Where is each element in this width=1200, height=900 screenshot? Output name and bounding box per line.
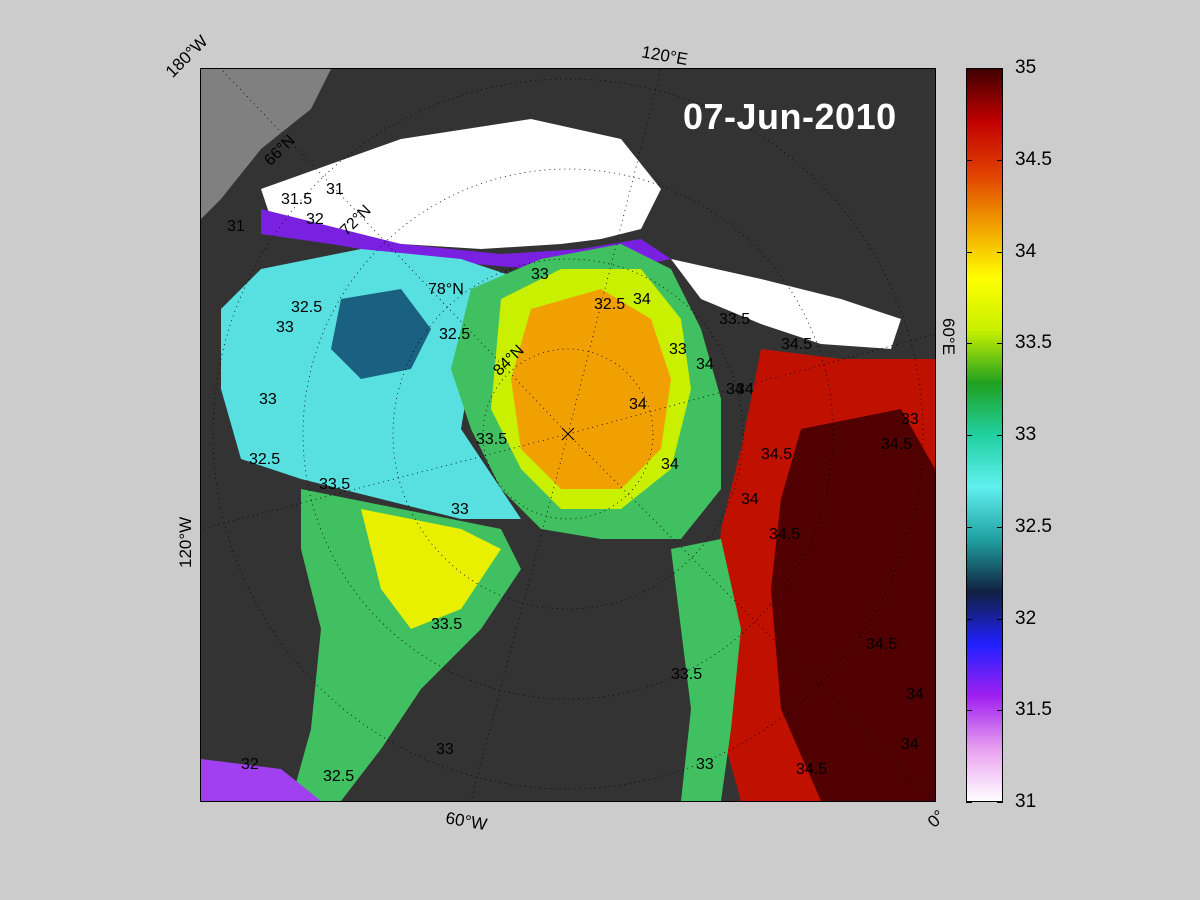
contour-label: 33.5 <box>719 311 750 328</box>
contour-label: 33 <box>436 741 454 758</box>
contour-label: 34 <box>901 736 919 753</box>
lon-label-120e: 120°E <box>640 42 690 70</box>
colorbar-tick-mark <box>966 618 972 620</box>
archipelago-land <box>201 489 311 769</box>
purple-coast-bottom-left <box>201 759 321 801</box>
colorbar-tick-label: 32.5 <box>1015 515 1052 537</box>
contour-label: 33 <box>669 341 687 358</box>
colorbar-tick-label: 31.5 <box>1015 699 1052 721</box>
contour-label: 34 <box>906 686 924 703</box>
contour-label: 33 <box>276 319 294 336</box>
contour-label: 31.5 <box>281 191 312 208</box>
contour-labels: 31.5 31 32 31 32.5 33 32.5 33 78°N 32.5 … <box>227 181 924 785</box>
contour-label: 34 <box>696 356 714 373</box>
contour-label: 34.5 <box>769 526 800 543</box>
contour-label: 32 <box>241 756 259 773</box>
contour-label: 34.5 <box>866 636 897 653</box>
colorbar-tick-label: 33 <box>1015 424 1037 445</box>
contour-label: 31 <box>227 218 245 235</box>
contour-label: 34 <box>741 491 759 508</box>
land-greenland <box>491 549 701 801</box>
contour-label: 33.5 <box>671 666 702 683</box>
contour-label: 34 <box>629 396 647 413</box>
colorbar-tick-label: 35 <box>1015 57 1037 78</box>
date-label: 07-Jun-2010 <box>683 96 897 137</box>
lon-label-0: 0° <box>923 806 949 832</box>
colorbar-tick-label: 31 <box>1015 791 1037 812</box>
colorbar-tick-mark <box>966 802 972 803</box>
colorbar-tick-label: 34 <box>1015 240 1037 262</box>
contour-label: 34.5 <box>796 761 827 778</box>
central-orange <box>511 289 671 489</box>
colorbar-tick-mark <box>997 618 1003 620</box>
contour-label: 33.5 <box>319 476 350 493</box>
contour-label: 33.5 <box>431 616 462 633</box>
contour-label: 33 <box>531 266 549 283</box>
contour-label: 33 <box>901 411 919 428</box>
contour-label: 31 <box>326 181 344 198</box>
salinity-map: 31.5 31 32 31 32.5 33 32.5 33 78°N 32.5 … <box>200 68 936 802</box>
contour-label: 34 <box>736 381 754 398</box>
contour-label: 32 <box>306 211 324 228</box>
colorbar-tick-mark <box>966 251 972 253</box>
contour-label: 33.5 <box>476 431 507 448</box>
graticule <box>201 69 935 801</box>
contour-label: 32.5 <box>249 451 280 468</box>
colorbar-tick-mark <box>997 68 1003 69</box>
lon-label-120w: 120°W <box>176 516 195 568</box>
colorbar-tick-mark <box>966 68 972 69</box>
contour-label: 33 <box>696 756 714 773</box>
beaufort-gyre-core <box>331 289 431 379</box>
contour-label: 34 <box>726 381 744 398</box>
contour-label: 78°N <box>428 281 464 298</box>
map-canvas: 31.5 31 32 31 32.5 33 32.5 33 78°N 32.5 … <box>201 69 935 801</box>
contour-label: 32.5 <box>594 296 625 313</box>
contour-label: 33 <box>259 391 277 408</box>
contour-label: 32.5 <box>439 326 470 343</box>
archipelago-yellow <box>361 509 501 629</box>
colorbar-tick-mark <box>966 435 972 436</box>
contour-label: 34.5 <box>881 436 912 453</box>
colorbar-tick-mark <box>997 802 1003 803</box>
contour-label: 34.5 <box>781 336 812 353</box>
colorbar-tick-label: 32 <box>1015 607 1037 629</box>
colorbar-tick-mark <box>997 251 1003 253</box>
contour-label: 32.5 <box>323 768 354 785</box>
contour-label: 34 <box>633 291 651 308</box>
lon-label-60w: 60°W <box>444 808 489 835</box>
contour-label: 33 <box>451 501 469 518</box>
colorbar-tick-mark <box>997 710 1003 712</box>
colorbar-tick-mark <box>966 710 972 712</box>
colorbar-tick-mark <box>966 159 972 161</box>
colorbar-tick-label: 33.5 <box>1015 332 1052 354</box>
colorbar-tick-label: 34.5 <box>1015 148 1052 170</box>
sea-ice-region-east <box>671 259 901 349</box>
colorbar-tick-mark <box>997 526 1003 528</box>
colorbar-tick-mark <box>966 343 972 345</box>
colorbar-tick-mark <box>997 343 1003 345</box>
colorbar-tick-mark <box>966 526 972 528</box>
norwegian-sea-core <box>771 409 935 801</box>
lon-label-60e: 60°E <box>939 318 958 356</box>
contour-label: 34 <box>661 456 679 473</box>
land-greenland-region <box>201 69 331 219</box>
colorbar-tick-mark <box>997 435 1003 436</box>
east-greenland-current <box>671 539 741 801</box>
colorbar-tick-mark <box>997 159 1003 161</box>
canada-basin <box>221 249 521 519</box>
contour-label: 32.5 <box>291 299 322 316</box>
contour-label: 34.5 <box>761 446 792 463</box>
land-siberia <box>621 69 935 319</box>
